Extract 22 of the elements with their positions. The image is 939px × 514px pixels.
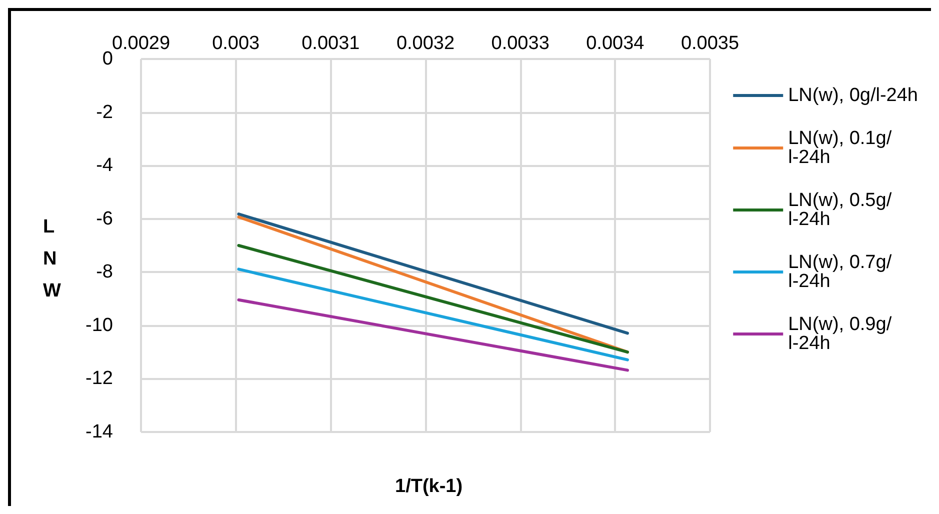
y-tick-label: -8 (96, 262, 113, 283)
x-tick-label: 0.0031 (302, 33, 360, 54)
x-tick-label: 0.0034 (586, 33, 645, 54)
x-tick-label: 0.0035 (680, 33, 740, 54)
legend-label: LN(w), 0g/l-24h (788, 85, 918, 106)
x-tick-label: 0.0032 (396, 33, 455, 54)
y-tick-label: -2 (96, 102, 113, 123)
y-tick-label: -10 (86, 314, 113, 336)
y-tick-label: -4 (96, 155, 114, 176)
y-axis-title: LNW (43, 216, 61, 302)
x-axis-title: 1/T(k-1) (395, 476, 463, 497)
y-tick-label: -12 (86, 368, 113, 390)
legend-label: LN(w), 0.7g/l-24h (788, 252, 892, 292)
y-tick-label: -14 (86, 422, 114, 442)
x-tick-label: 0.003 (212, 33, 260, 54)
y-tick-label: 0 (102, 48, 113, 70)
y-tick-label: -6 (96, 208, 113, 230)
x-tick-label: 0.0029 (112, 33, 170, 54)
legend-label: LN(w), 0.1g/l-24h (788, 128, 892, 168)
x-tick-label: 0.0033 (491, 33, 550, 54)
legend-label: LN(w), 0.5g/l-24h (788, 190, 892, 230)
legend-label: LN(w), 0.9g/l-24h (788, 314, 892, 354)
